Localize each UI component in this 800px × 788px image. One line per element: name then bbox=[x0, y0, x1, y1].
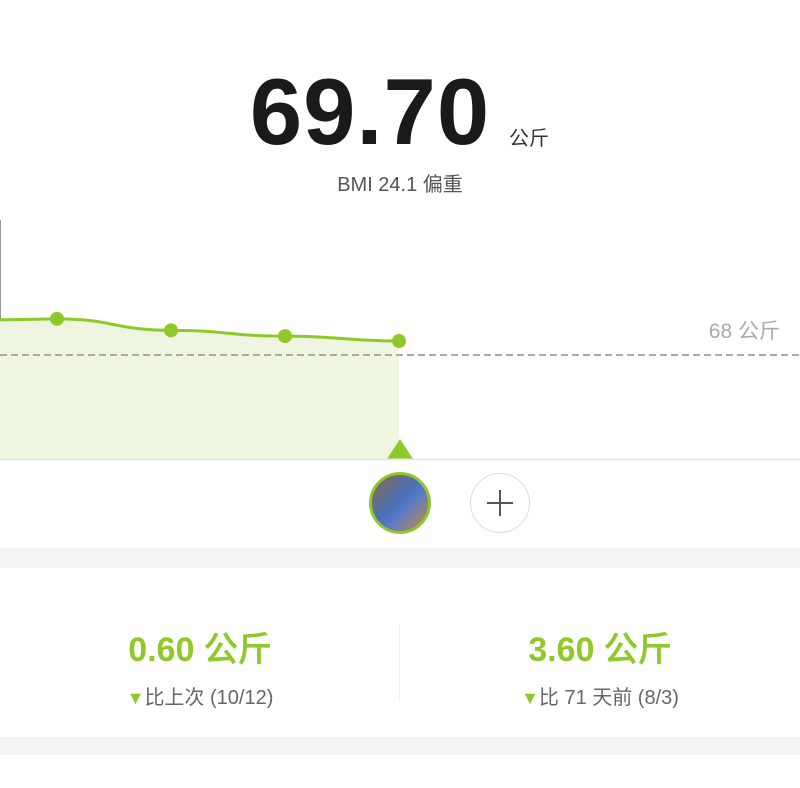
stat-label: 比 71 天前 (8/3) bbox=[538, 687, 679, 709]
current-weight: 69.70 bbox=[249, 59, 491, 164]
bmi-status: BMI 24.1 偏重 bbox=[337, 174, 463, 196]
down-arrow-icon: ▼ bbox=[126, 688, 145, 708]
weight-unit: 公斤 bbox=[509, 128, 549, 150]
stat-divider bbox=[399, 625, 400, 701]
stat-since-71-days: 3.60 公斤 ▼比 71 天前 (8/3) bbox=[400, 622, 800, 710]
data-point[interactable] bbox=[278, 329, 292, 344]
user-avatar[interactable] bbox=[369, 472, 431, 534]
selected-point-marker-icon bbox=[387, 439, 413, 459]
down-arrow-icon: ▼ bbox=[521, 688, 539, 708]
chart-line bbox=[0, 317, 400, 343]
stat-since-last: 0.60 公斤 ▼比上次 (10/12) bbox=[0, 622, 400, 710]
stat-label: 比上次 (10/12) bbox=[144, 687, 274, 709]
data-point[interactable] bbox=[50, 311, 64, 326]
section-divider bbox=[0, 737, 800, 755]
weight-trend-chart[interactable]: 68 公斤 bbox=[0, 210, 800, 462]
reference-line-label: 68 公斤 bbox=[709, 320, 780, 343]
section-divider bbox=[0, 548, 800, 568]
stat-value: 0.60 公斤 bbox=[128, 631, 272, 669]
add-user-button[interactable] bbox=[470, 473, 530, 533]
chart-area-fill bbox=[0, 318, 399, 459]
data-point[interactable] bbox=[392, 334, 406, 348]
stat-value: 3.60 公斤 bbox=[528, 631, 672, 669]
data-point[interactable] bbox=[164, 323, 178, 338]
